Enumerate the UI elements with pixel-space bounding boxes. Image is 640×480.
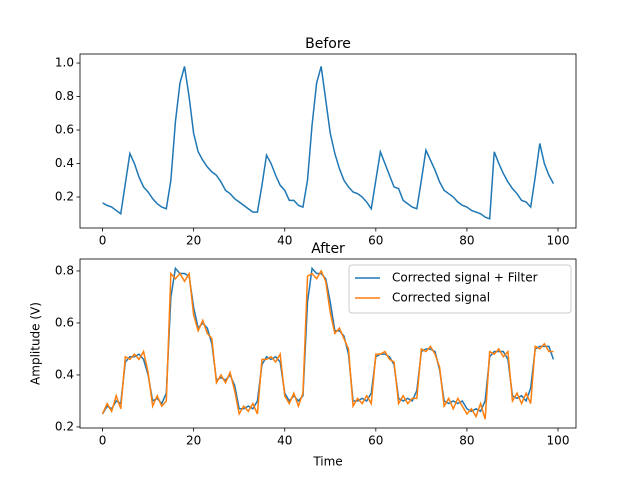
- y-tick-label: 1.0: [55, 56, 74, 70]
- chart-title: After: [311, 241, 345, 257]
- line-series: [102, 66, 555, 220]
- y-tick-label: 0.8: [55, 89, 74, 103]
- x-tick-label: 20: [186, 234, 201, 248]
- axes-frame: [79, 258, 577, 429]
- x-tick-label: 100: [547, 434, 570, 448]
- y-tick-label: 0.6: [55, 123, 74, 137]
- y-tick-label: 0.4: [55, 156, 74, 170]
- x-tick-label: 40: [277, 234, 292, 248]
- y-tick-label: 0.6: [55, 315, 74, 329]
- line-series: [101, 269, 554, 420]
- x-tick-label: 60: [368, 434, 383, 448]
- y-tick-label: 0.2: [55, 190, 74, 204]
- x-tick-label: 60: [368, 234, 383, 248]
- y-axis-label: Amplitude (V): [29, 302, 43, 385]
- y-tick-label: 0.8: [55, 263, 74, 277]
- x-tick-label: 20: [186, 434, 201, 448]
- legend: Corrected signal + Filter Corrected signa…: [348, 264, 572, 314]
- chart-title: Before: [305, 36, 351, 52]
- x-tick-label: 40: [277, 434, 292, 448]
- axes-frame: [79, 53, 577, 229]
- legend-label: Corrected signal: [392, 291, 490, 305]
- x-axis-label: Time: [312, 455, 342, 469]
- y-tick-label: 0.4: [55, 367, 74, 381]
- y-tick-label: 0.2: [55, 419, 74, 433]
- legend-box: [348, 264, 572, 314]
- x-tick-label: 80: [459, 234, 474, 248]
- x-tick-label: 100: [547, 234, 570, 248]
- x-tick-label: 0: [99, 234, 107, 248]
- x-tick-label: 0: [99, 434, 107, 448]
- legend-label: Corrected signal + Filter: [392, 271, 538, 285]
- x-tick-label: 80: [459, 434, 474, 448]
